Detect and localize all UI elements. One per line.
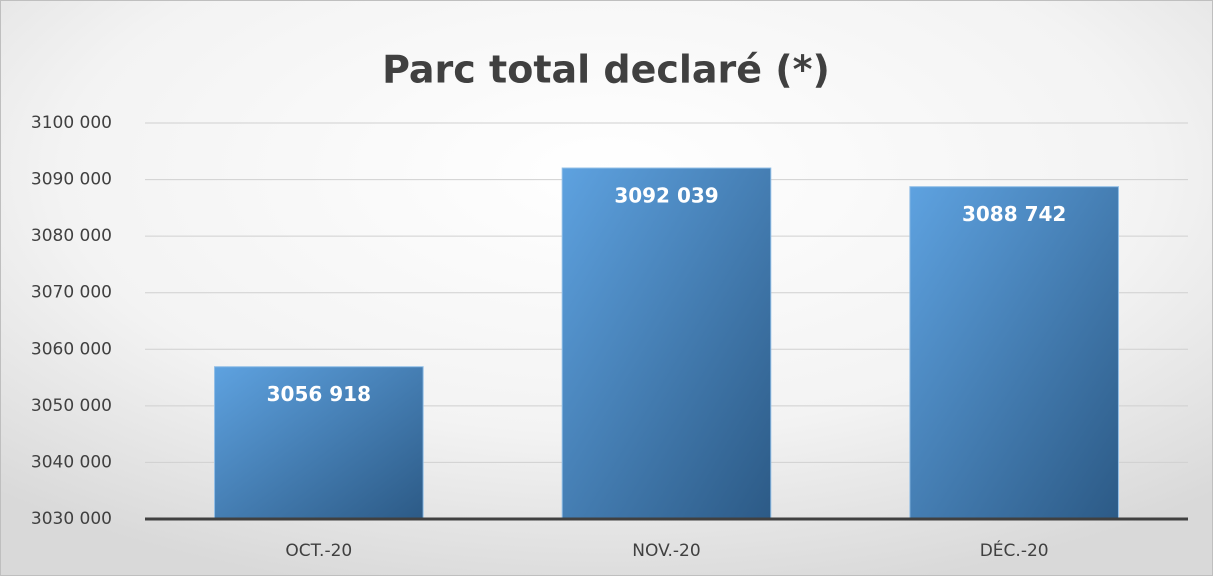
y-tick-label: 3030 000 — [31, 509, 112, 529]
y-tick-label: 3090 000 — [31, 170, 112, 190]
chart-title: Parc total declaré (*) — [382, 48, 830, 92]
data-label: 3088 742 — [962, 202, 1066, 226]
bar — [561, 167, 772, 520]
bar — [214, 366, 424, 520]
y-tick-label: 3070 000 — [31, 283, 112, 303]
x-tick-label: OCT.-20 — [285, 541, 352, 561]
x-tick-label: NOV.-20 — [632, 541, 700, 561]
y-tick-label: 3060 000 — [31, 339, 112, 359]
data-label: 3092 039 — [614, 184, 718, 208]
y-tick-label: 3050 000 — [31, 396, 112, 416]
data-label: 3056 918 — [267, 382, 371, 406]
y-tick-label: 3040 000 — [31, 452, 112, 472]
bar — [909, 186, 1119, 520]
x-tick-label: DÉC.-20 — [980, 539, 1049, 561]
y-tick-label: 3100 000 — [31, 113, 112, 133]
y-tick-label: 3080 000 — [31, 226, 112, 246]
